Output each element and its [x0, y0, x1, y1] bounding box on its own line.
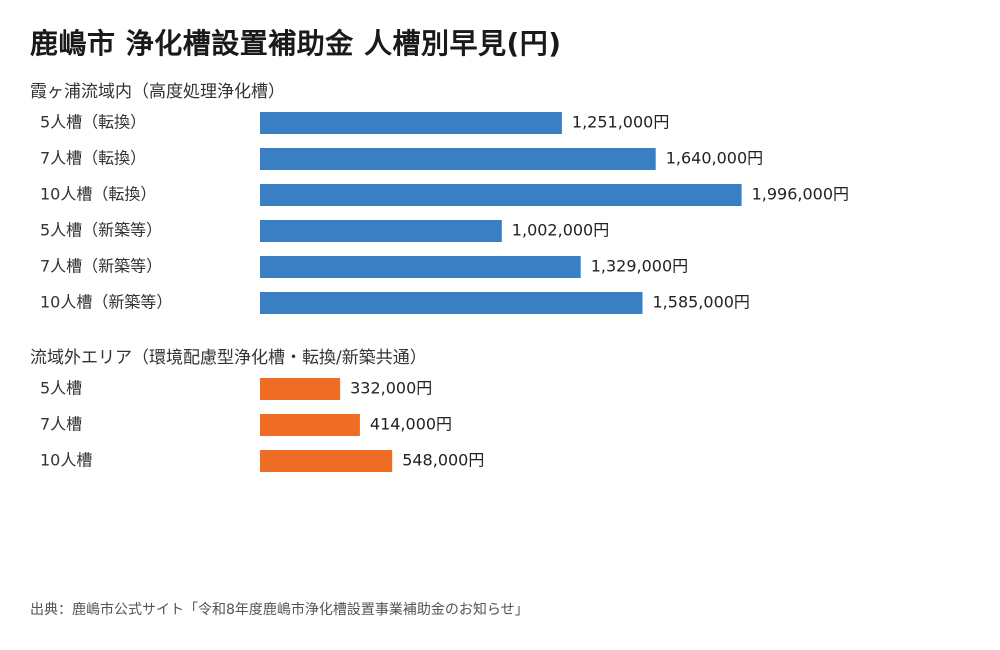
category-label: 7人槽（新築等）: [40, 257, 162, 276]
value-label: 1,585,000円: [653, 293, 750, 312]
group-heading: 流域外エリア（環境配慮型浄化槽・転換/新築共通）: [30, 348, 427, 368]
bar: [260, 148, 656, 170]
category-label: 5人槽（転換）: [40, 113, 146, 132]
value-label: 332,000円: [350, 379, 432, 398]
value-label: 1,002,000円: [512, 221, 609, 240]
value-label: 1,996,000円: [752, 185, 849, 204]
value-label: 548,000円: [402, 451, 484, 470]
value-label: 1,251,000円: [572, 113, 669, 132]
source-note: 出典：鹿嶋市公式サイト「令和8年度鹿嶋市浄化槽設置事業補助金のお知らせ」: [30, 602, 529, 618]
category-label: 7人槽（転換）: [40, 149, 146, 168]
bar: [260, 450, 393, 472]
group-heading: 霞ヶ浦流域内（高度処理浄化槽）: [30, 82, 285, 102]
category-label: 5人槽（新築等）: [40, 221, 162, 240]
category-label: 5人槽: [40, 379, 82, 398]
category-label: 10人槽（転換）: [40, 185, 156, 204]
bar: [260, 378, 341, 400]
bar: [260, 292, 643, 314]
chart-title: 鹿嶋市 浄化槽設置補助金 人槽別早見(円): [30, 27, 562, 60]
bar: [260, 414, 360, 436]
value-label: 1,640,000円: [666, 149, 763, 168]
bar: [260, 256, 581, 278]
bar: [260, 112, 562, 134]
category-label: 7人槽: [40, 415, 82, 434]
category-label: 10人槽（新築等）: [40, 293, 172, 312]
bar: [260, 220, 502, 242]
category-label: 10人槽: [40, 451, 92, 470]
value-label: 1,329,000円: [591, 257, 688, 276]
value-label: 414,000円: [370, 415, 452, 434]
bar: [260, 184, 742, 206]
bar-chart: 霞ヶ浦流域内（高度処理浄化槽） 5人槽（転換） 1,251,000円 7人槽（転換） 1…: [30, 82, 849, 472]
